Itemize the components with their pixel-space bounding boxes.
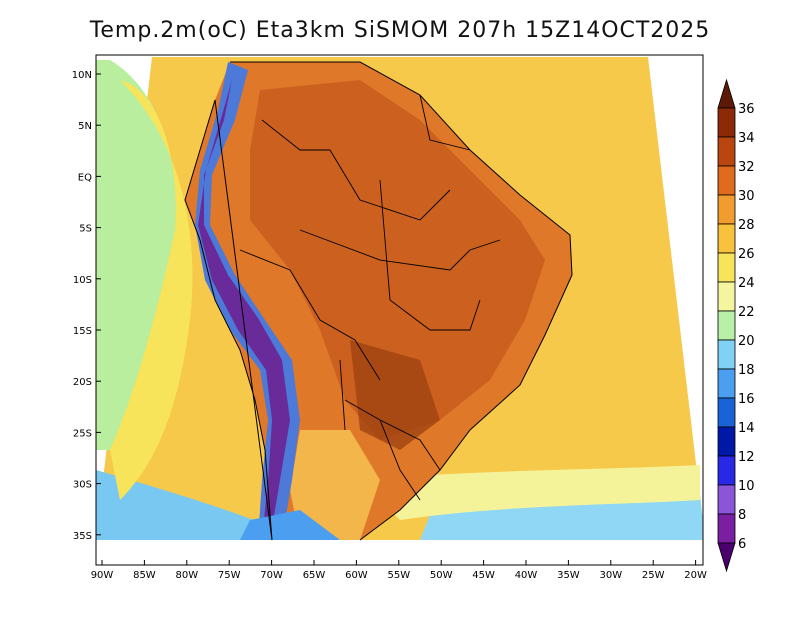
- lat-tick-label: 35S: [73, 531, 92, 542]
- colorbar-label: 10: [738, 479, 755, 494]
- colorbar-swatch: [717, 165, 736, 196]
- south-atlantic-cool: [420, 495, 703, 540]
- colorbar-label: 36: [738, 102, 755, 117]
- colorbar-label: 26: [738, 247, 755, 262]
- colorbar-label: 14: [738, 421, 755, 436]
- lon-tick-label: 25W: [642, 570, 665, 581]
- colorbar-label: 20: [738, 334, 755, 349]
- colorbar-label: 30: [738, 189, 755, 204]
- colorbar-swatch: [717, 484, 736, 515]
- colorbar-swatch: [717, 455, 736, 486]
- colorbar-swatch: [717, 513, 736, 544]
- colorbar-swatch: [717, 368, 736, 399]
- lat-tick-label: EQ: [78, 172, 92, 183]
- colorbar-bottom-arrow: [717, 542, 736, 573]
- lon-tick-label: 20W: [684, 570, 707, 581]
- lon-tick-label: 55W: [387, 570, 410, 581]
- andes-core: [198, 80, 290, 540]
- lon-tick-label: 35W: [557, 570, 580, 581]
- lon-tick-label: 60W: [345, 570, 368, 581]
- map-frame: [95, 54, 704, 566]
- lon-tick-label: 90W: [91, 570, 114, 581]
- colorbar-swatch: [717, 194, 736, 225]
- lat-tick-label: 20S: [73, 377, 92, 388]
- country-borders: [239, 94, 501, 501]
- lon-tick-label: 65W: [303, 570, 326, 581]
- patagonia-cold: [240, 510, 340, 540]
- lon-tick-label: 70W: [260, 570, 283, 581]
- colorbar-label: 18: [738, 363, 755, 378]
- lat-tick-label: 10N: [72, 70, 92, 81]
- colorbar-swatch: [717, 252, 736, 283]
- colorbar-label: 32: [738, 160, 755, 175]
- colorbar-swatch: [717, 426, 736, 457]
- colorbar-swatch: [717, 281, 736, 312]
- colorbar-swatch: [717, 339, 736, 370]
- colorbar-label: 34: [738, 131, 755, 146]
- colorbar-swatch: [717, 223, 736, 254]
- lat-tick-label: 5S: [79, 224, 92, 235]
- lon-tick-label: 40W: [515, 570, 538, 581]
- colorbar-swatch: [717, 136, 736, 167]
- colorbar-label: 6: [738, 537, 746, 552]
- pacific-mid: [110, 80, 193, 500]
- colorbar-label: 24: [738, 276, 755, 291]
- colorbar-swatch: [717, 310, 736, 341]
- lat-tick-label: 15S: [73, 326, 92, 337]
- lon-tick-label: 50W: [430, 570, 453, 581]
- coastline: [184, 61, 573, 541]
- longitude-axis: 90W 85W 80W 75W 70W 65W 60W 55W 50W 45W 40W 35W 30W 2…: [91, 560, 707, 581]
- lon-tick-label: 80W: [175, 570, 198, 581]
- lon-tick-label: 85W: [133, 570, 156, 581]
- colorbar-label: 8: [738, 508, 746, 523]
- colorbar-label: 12: [738, 450, 755, 465]
- pacific-cool: [96, 60, 176, 450]
- colorbar-swatch: [717, 107, 736, 138]
- colorbar-label: 28: [738, 218, 755, 233]
- latitude-axis: 10N 5N EQ 5S 10S 15S 20S 25S 30S 35S: [72, 70, 101, 542]
- lat-tick-label: 25S: [73, 428, 92, 439]
- lon-tick-label: 75W: [218, 570, 241, 581]
- map-title: Temp.2m(oC) Eta3km SiSMOM 207h 15Z14OCT2…: [89, 18, 711, 43]
- lon-tick-label: 30W: [599, 570, 622, 581]
- lat-tick-label: 10S: [73, 275, 92, 286]
- southern-cone-cool: [290, 430, 380, 540]
- colorbar: 36 34 32 30 28 26 24 22 20 18 16 14 12 10 8 6: [717, 78, 755, 573]
- interior-hot: [250, 80, 545, 440]
- colorbar-swatch: [717, 397, 736, 428]
- colorbar-label: 22: [738, 305, 755, 320]
- lat-tick-label: 30S: [73, 480, 92, 491]
- lon-tick-label: 45W: [472, 570, 495, 581]
- colorbar-label: 16: [738, 392, 755, 407]
- lat-tick-label: 5N: [78, 121, 92, 132]
- south-atlantic-warm-band: [360, 465, 700, 520]
- colorbar-top-arrow: [717, 78, 736, 109]
